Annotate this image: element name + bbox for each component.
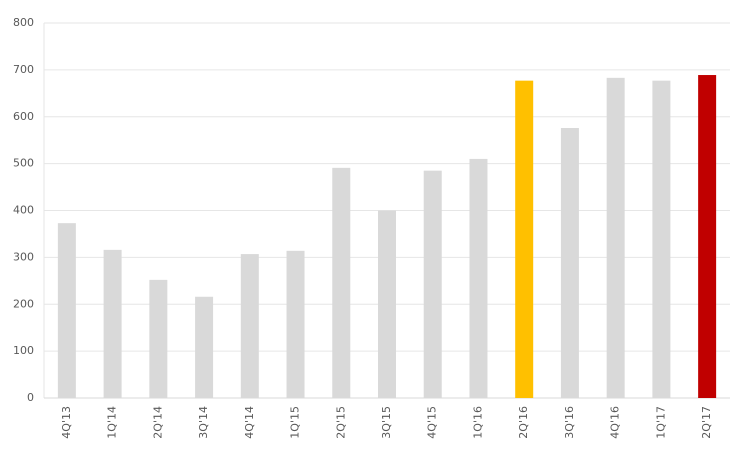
bar	[240, 254, 259, 398]
x-tick-label: 4Q'14	[243, 406, 256, 439]
x-tick-label: 1Q'14	[106, 406, 119, 439]
bar	[606, 77, 625, 398]
y-tick-label: 400	[13, 204, 34, 217]
x-tick-label: 2Q'17	[700, 406, 713, 439]
bar	[423, 170, 442, 398]
x-tick-label: 2Q'15	[334, 406, 347, 439]
bar	[57, 223, 76, 398]
bar	[103, 249, 122, 398]
y-tick-label: 100	[13, 344, 34, 357]
bar	[378, 210, 396, 398]
bar	[149, 279, 168, 398]
x-tick-label: 4Q'15	[426, 406, 439, 439]
bar	[560, 128, 579, 398]
bar	[195, 296, 214, 398]
bar	[698, 75, 717, 398]
x-tick-label: 3Q'16	[563, 406, 576, 439]
x-tick-label: 3Q'15	[380, 406, 393, 439]
y-tick-label: 300	[13, 250, 34, 263]
x-tick-label: 2Q'14	[151, 406, 164, 439]
y-tick-label: 600	[13, 110, 34, 123]
bar	[652, 80, 671, 398]
bar	[332, 167, 351, 398]
y-tick-label: 0	[27, 391, 34, 404]
bar	[515, 80, 534, 398]
x-tick-label: 1Q'15	[289, 406, 302, 439]
x-tick-label: 1Q'17	[654, 406, 667, 439]
x-tick-label: 1Q'16	[471, 406, 484, 439]
x-tick-label: 2Q'16	[517, 406, 530, 439]
y-tick-label: 700	[13, 63, 34, 76]
x-tick-label: 4Q'13	[60, 406, 73, 439]
x-tick-label: 4Q'16	[609, 406, 622, 439]
y-tick-label: 200	[13, 297, 34, 310]
bar	[469, 158, 488, 398]
y-tick-label: 800	[13, 16, 34, 29]
x-tick-label: 3Q'14	[197, 406, 210, 439]
y-tick-label: 500	[13, 157, 34, 170]
bar	[286, 250, 305, 398]
